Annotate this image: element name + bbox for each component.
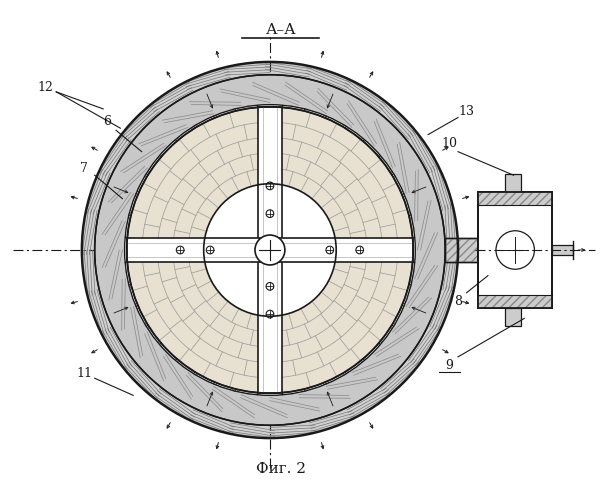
Circle shape <box>496 231 535 269</box>
Circle shape <box>266 182 274 190</box>
Circle shape <box>95 74 445 426</box>
Text: А–А: А–А <box>265 24 296 38</box>
Text: 7: 7 <box>80 162 88 175</box>
Bar <box>478 192 552 308</box>
Bar <box>445 238 478 262</box>
Text: 10: 10 <box>442 136 457 149</box>
Bar <box>505 174 521 193</box>
Text: 8: 8 <box>454 295 462 308</box>
Circle shape <box>356 246 364 254</box>
Text: Фиг. 2: Фиг. 2 <box>255 462 306 475</box>
Circle shape <box>326 246 333 254</box>
Bar <box>552 244 573 256</box>
Text: 12: 12 <box>37 81 54 94</box>
Bar <box>478 295 552 308</box>
Circle shape <box>255 235 285 265</box>
Bar <box>478 192 552 205</box>
Circle shape <box>204 184 336 316</box>
Text: 11: 11 <box>76 368 92 380</box>
Circle shape <box>82 62 458 438</box>
Circle shape <box>95 74 445 426</box>
Circle shape <box>124 104 416 396</box>
Bar <box>478 295 552 308</box>
Circle shape <box>266 210 274 218</box>
Circle shape <box>266 282 274 290</box>
Bar <box>445 238 478 262</box>
Text: 9: 9 <box>446 359 454 372</box>
Bar <box>258 107 281 393</box>
Bar <box>445 238 478 262</box>
Bar <box>127 238 413 262</box>
Bar <box>478 192 552 308</box>
Text: 6: 6 <box>103 116 112 128</box>
Text: 13: 13 <box>458 104 475 118</box>
Circle shape <box>206 246 214 254</box>
Circle shape <box>127 107 413 393</box>
Bar <box>478 192 552 205</box>
Circle shape <box>266 310 274 318</box>
Circle shape <box>176 246 184 254</box>
Bar <box>505 308 521 326</box>
